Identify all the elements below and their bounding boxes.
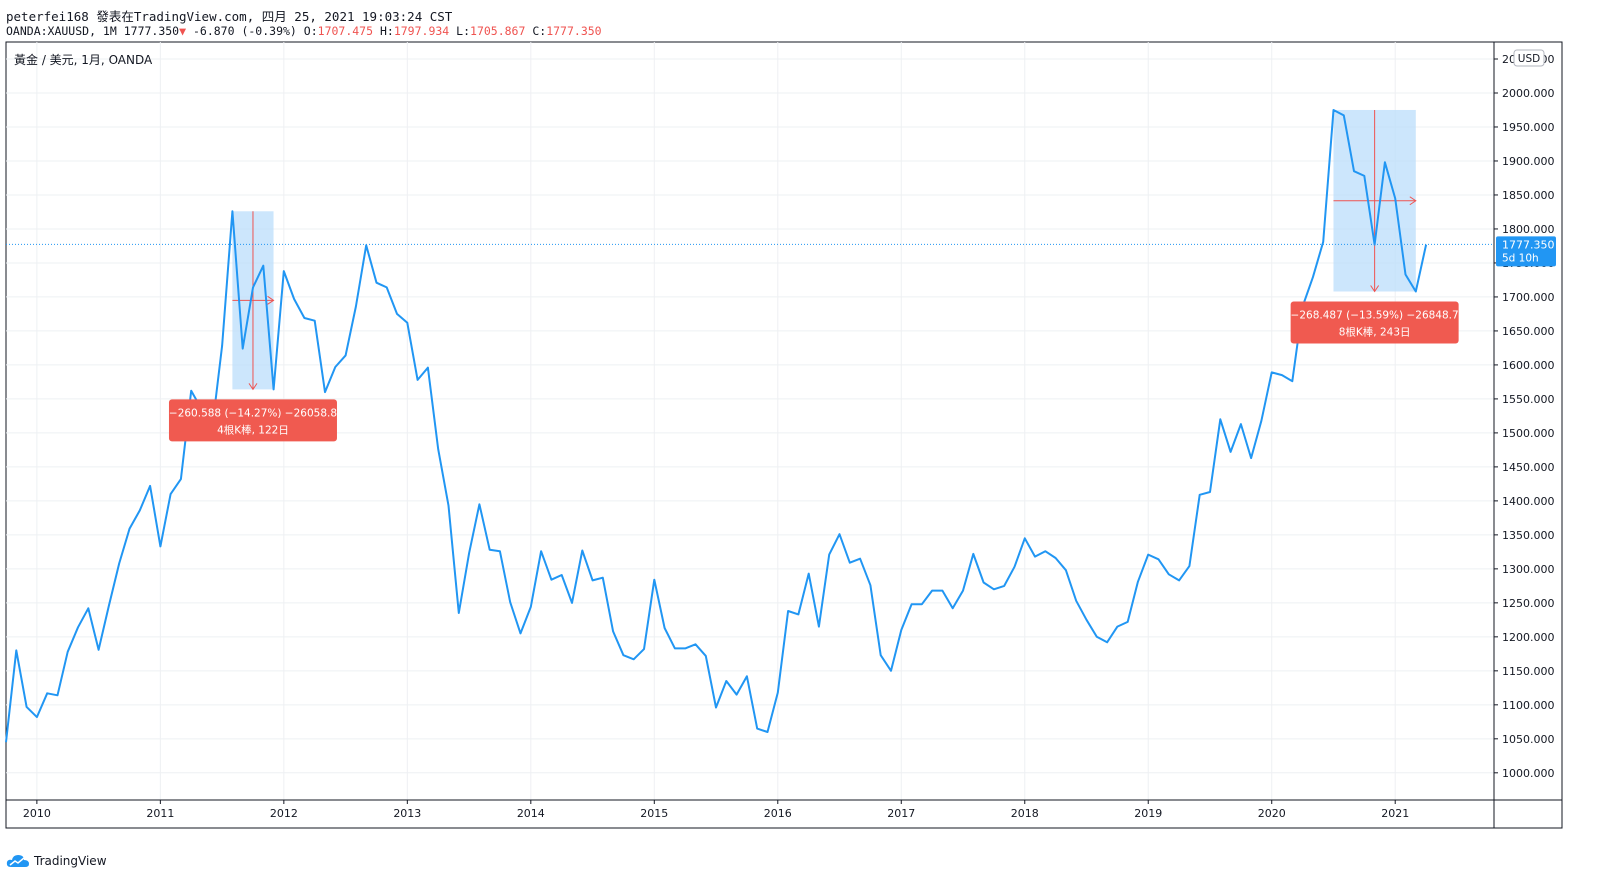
x-tick-label: 2014 bbox=[517, 807, 545, 820]
x-tick-label: 2019 bbox=[1134, 807, 1162, 820]
open-label: O: bbox=[303, 24, 318, 38]
low-label: L: bbox=[456, 24, 471, 38]
y-tick-label: 1950.000 bbox=[1502, 121, 1555, 134]
chart-title: 黃金 / 美元, 1月, OANDA bbox=[14, 52, 153, 67]
y-tick-label: 1150.000 bbox=[1502, 665, 1555, 678]
brand-name: TradingView bbox=[34, 854, 107, 868]
measure-arrowhead-down bbox=[248, 383, 258, 391]
ohlc-legend: OANDA:XAUUSD, 1M 1777.350▼ -6.870 (-0.39… bbox=[6, 24, 602, 38]
last-price-tag-box bbox=[1496, 236, 1556, 267]
x-tick-label: 2012 bbox=[270, 807, 298, 820]
y-tick-label: 1700.000 bbox=[1502, 291, 1555, 304]
high-value: 1797.934 bbox=[393, 24, 450, 38]
price-line bbox=[5, 109, 1428, 743]
y-tick-label: 1050.000 bbox=[1502, 733, 1555, 746]
last-price-value: 1777.350 bbox=[1502, 238, 1555, 251]
low-value: 1705.867 bbox=[470, 24, 526, 38]
x-tick-label: 2013 bbox=[393, 807, 421, 820]
y-tick-label: 1300.000 bbox=[1502, 563, 1555, 576]
y-tick-label: 1100.000 bbox=[1502, 699, 1555, 712]
measure-label-box bbox=[1290, 301, 1459, 344]
grid bbox=[6, 42, 1494, 800]
publish-info: peterfei168 發表在TradingView.com, 四月 25, 2… bbox=[6, 6, 452, 25]
y-tick-label: 1350.000 bbox=[1502, 529, 1555, 542]
x-tick-label: 2015 bbox=[640, 807, 668, 820]
down-arrow-icon: ▼ bbox=[179, 24, 187, 38]
x-tick-label: 2018 bbox=[1011, 807, 1039, 820]
time-axis[interactable]: 2010 2011 2012 2013 2014 2015 2016 2017 2018 2019… bbox=[23, 800, 1409, 820]
price-axis[interactable]: 1000.000 1050.000 1100.000 1150.000 1200.000… bbox=[1494, 53, 1555, 780]
measure-label-box bbox=[168, 399, 337, 442]
y-tick-label: 1200.000 bbox=[1502, 631, 1555, 644]
author-name[interactable]: peterfei168 bbox=[6, 9, 89, 24]
y-tick-label: 1550.000 bbox=[1502, 393, 1555, 406]
measurement-labels: −260.588 (−14.27%) −26058.8 4根K棒, 122日 −26… bbox=[168, 301, 1459, 442]
y-tick-label: 1400.000 bbox=[1502, 495, 1555, 508]
x-tick-label: 2021 bbox=[1381, 807, 1409, 820]
open-value: 1707.475 bbox=[317, 24, 374, 38]
currency-label: USD bbox=[1518, 53, 1540, 65]
y-tick-label: 1800.000 bbox=[1502, 223, 1555, 236]
x-tick-label: 2011 bbox=[146, 807, 174, 820]
measure-label-line2: 8根K棒, 243日 bbox=[1339, 325, 1411, 338]
close-label: C: bbox=[532, 24, 547, 38]
y-tick-label: 1450.000 bbox=[1502, 461, 1555, 474]
measure-arrowhead-down bbox=[1370, 285, 1380, 293]
y-tick-label: 1850.000 bbox=[1502, 189, 1555, 202]
x-tick-label: 2020 bbox=[1258, 807, 1286, 820]
last-value: 1777.350 bbox=[123, 24, 180, 38]
x-tick-label: 2017 bbox=[887, 807, 915, 820]
x-tick-label: 2016 bbox=[764, 807, 792, 820]
measure-label-line1: −268.487 (−13.59%) −26848.7 bbox=[1291, 309, 1459, 321]
high-label: H: bbox=[379, 24, 394, 38]
y-tick-label: 2000.000 bbox=[1502, 87, 1555, 100]
symbol-label: OANDA:XAUUSD, 1M bbox=[6, 24, 117, 38]
y-tick-label: 1250.000 bbox=[1502, 597, 1555, 610]
tradingview-cloud-icon bbox=[6, 855, 29, 867]
y-tick-label: 1900.000 bbox=[1502, 155, 1555, 168]
footer-brand[interactable]: TradingView bbox=[6, 854, 107, 868]
measure-label-line2: 4根K棒, 122日 bbox=[217, 423, 289, 436]
measure-arrowhead-right bbox=[1409, 196, 1417, 206]
x-tick-label: 2010 bbox=[23, 807, 51, 820]
measure-label-line1: −260.588 (−14.27%) −26058.8 bbox=[169, 407, 337, 419]
measurement-boxes bbox=[232, 109, 1417, 391]
y-tick-label: 1600.000 bbox=[1502, 359, 1555, 372]
plot-frame bbox=[5, 41, 1563, 829]
y-tick-label: 1000.000 bbox=[1502, 767, 1555, 780]
last-price-countdown: 5d 10h bbox=[1502, 252, 1539, 264]
measure-arrowhead-right bbox=[267, 295, 275, 305]
close-value: 1777.350 bbox=[546, 24, 602, 38]
y-tick-label: 1650.000 bbox=[1502, 325, 1555, 338]
currency-badge[interactable] bbox=[1513, 49, 1545, 67]
publish-date: 發表在TradingView.com, 四月 25, 2021 19:03:24… bbox=[96, 9, 453, 24]
y-tick-label: 1500.000 bbox=[1502, 427, 1555, 440]
change-value: -6.870 (-0.39%) bbox=[192, 24, 297, 38]
